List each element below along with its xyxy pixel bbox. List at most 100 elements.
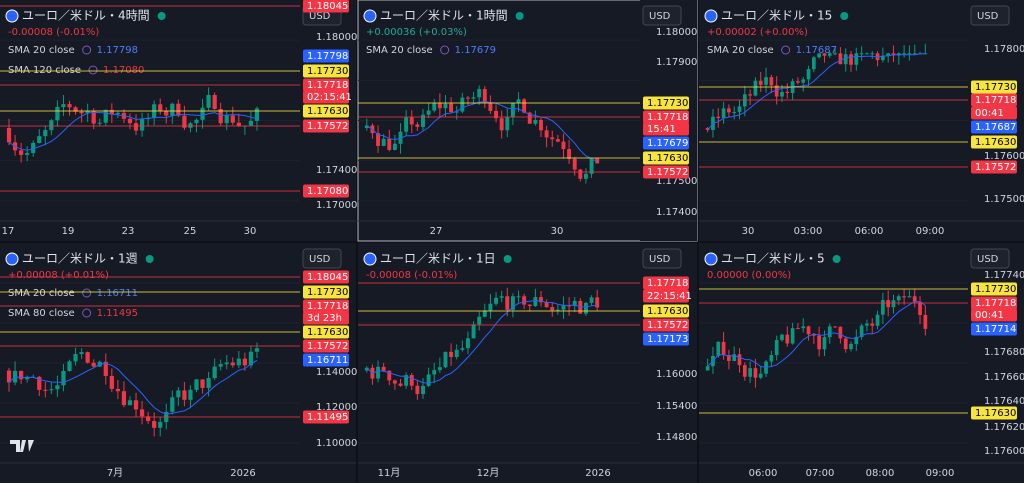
chart-title: ユーロ／米ドル・5	[721, 252, 825, 266]
currency-label[interactable]: USD	[977, 11, 999, 22]
candle-body	[206, 378, 211, 388]
price-tag	[303, 184, 349, 198]
candle-body	[218, 108, 223, 124]
candle-body	[827, 53, 832, 56]
price-tag-label: 1.17718	[975, 95, 1016, 106]
candle-body	[912, 296, 917, 302]
price-change: -0.00008 (-0.01%)	[366, 270, 457, 281]
candle-body	[127, 118, 133, 124]
candle-body	[432, 370, 437, 375]
candle-body	[449, 351, 454, 358]
currency-button[interactable]	[642, 248, 682, 269]
indicator-value: 1.17679	[455, 45, 496, 56]
candle-body	[392, 143, 397, 150]
candle-body	[774, 340, 779, 356]
currency-button[interactable]	[642, 5, 682, 26]
candle-body	[811, 57, 816, 70]
candle-body	[471, 97, 476, 99]
candle-body	[79, 111, 84, 114]
candle-body	[572, 158, 577, 170]
currency-button[interactable]	[970, 248, 1010, 269]
price-tag-label: 1.17718	[647, 112, 688, 123]
candle-body	[886, 53, 891, 56]
candle-body	[206, 94, 211, 108]
indicator-name: SMA 80 close	[8, 308, 75, 319]
price-tag	[971, 80, 1017, 94]
price-tag-label: 1.17572	[647, 320, 688, 331]
price-tag-label: 1.17630	[307, 106, 348, 117]
candle-body	[133, 123, 139, 131]
candle-body	[705, 128, 710, 130]
candle-body	[595, 297, 600, 308]
candle-body	[705, 366, 710, 371]
price-tag	[303, 339, 349, 353]
candle-body	[426, 374, 431, 386]
candle-body	[923, 314, 928, 329]
candle-body	[891, 300, 896, 308]
time-label: 07:00	[806, 468, 835, 479]
chart-panel: ユーロ／米ドル・1日 -0.00008 (-0.01%) USD 1.16000 1.1…	[358, 243, 697, 483]
candle-body	[494, 110, 499, 119]
currency-label[interactable]: USD	[977, 254, 999, 265]
chart-title: ユーロ／米ドル・1時間	[380, 9, 508, 23]
currency-label[interactable]: USD	[649, 254, 671, 265]
price-tag	[971, 296, 1017, 310]
candle-body	[85, 352, 90, 363]
candle-body	[886, 300, 891, 308]
candle-body	[721, 341, 726, 355]
candle-body	[73, 354, 78, 362]
indicator-value: 1.11495	[97, 308, 138, 319]
candle-body	[398, 131, 403, 144]
candle-body	[25, 153, 30, 155]
candle-body	[37, 136, 42, 143]
currency-button[interactable]	[970, 5, 1010, 26]
candle-body	[437, 367, 442, 371]
price-tag-label: 1.18045	[307, 1, 348, 12]
candle-body	[753, 80, 758, 96]
candle-body	[79, 352, 84, 355]
price-change: 0.00000 (0.00%)	[707, 270, 791, 281]
candle-body	[801, 79, 806, 83]
candle-body	[188, 123, 193, 128]
indicator-icon	[82, 45, 92, 55]
currency-label[interactable]: USD	[309, 254, 331, 265]
candle-body	[460, 97, 465, 112]
price-tag-label: 00:41	[975, 108, 1004, 119]
price-tag-label: 1.17630	[647, 153, 688, 164]
status-dot	[157, 12, 166, 20]
candle-body	[533, 297, 538, 307]
currency-button[interactable]	[302, 248, 342, 269]
candle-body	[774, 85, 779, 97]
candle-body	[748, 94, 752, 96]
candle-body	[387, 370, 392, 381]
candle-body	[550, 137, 555, 140]
price-label: 1.17740	[984, 270, 1024, 281]
candle-body	[817, 53, 822, 58]
candle-body	[376, 366, 381, 379]
currency-label[interactable]: USD	[649, 11, 671, 22]
candle-body	[494, 297, 499, 304]
price-tag	[303, 410, 349, 424]
candle-body	[194, 119, 199, 124]
indicator-value: 1.17687	[796, 45, 837, 56]
candle-body	[404, 375, 409, 386]
price-tag	[971, 308, 1017, 322]
candle-body	[224, 115, 229, 124]
time-label: 30	[244, 226, 257, 237]
candle-body	[409, 375, 414, 386]
candle-body	[146, 416, 151, 422]
currency-label[interactable]: USD	[309, 11, 331, 22]
price-label: 1.18000	[316, 32, 357, 43]
candle-body	[85, 110, 90, 114]
candle-body	[387, 138, 392, 150]
price-tag-label: 1.17730	[307, 66, 348, 77]
price-tag	[303, 270, 349, 284]
price-tag	[303, 285, 349, 299]
candle-body	[103, 361, 108, 376]
candle-body	[758, 373, 763, 378]
price-tag	[643, 304, 689, 318]
price-tag-label: 1.17572	[975, 162, 1016, 173]
candle-body	[589, 158, 594, 174]
candle-body	[561, 305, 566, 310]
